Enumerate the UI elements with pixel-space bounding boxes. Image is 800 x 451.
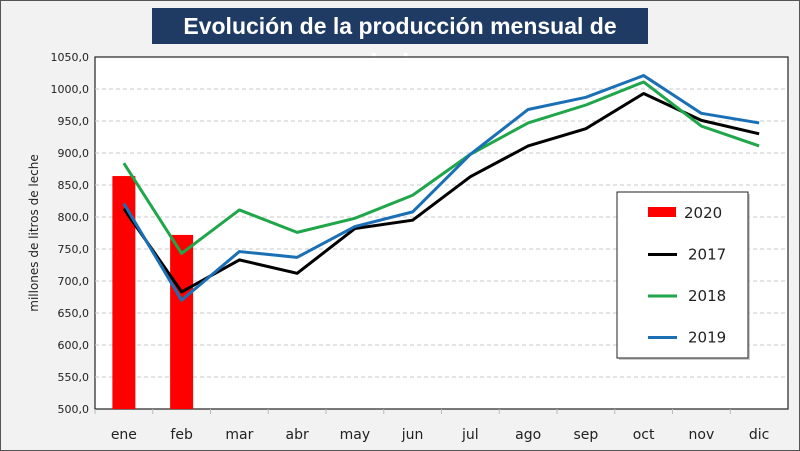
y-tick-label: 1000,0 [51, 83, 90, 96]
bar-2020-ene [112, 176, 136, 409]
line-2018 [122, 80, 760, 255]
x-tick-label: jul [461, 427, 479, 443]
y-tick-label: 750,0 [58, 243, 90, 256]
y-axis-label: millones de litros de leche [27, 154, 41, 311]
bar-2020-feb [170, 234, 194, 409]
x-tick-label: mar [225, 427, 253, 443]
legend-label-2020: 2020 [684, 204, 722, 222]
x-tick-label: sep [573, 427, 598, 443]
line-2019 [122, 74, 760, 302]
line-2017 [122, 91, 760, 294]
x-tick-label: nov [689, 427, 715, 443]
x-tick-label: abr [286, 427, 309, 443]
y-tick-label: 550,0 [58, 371, 90, 384]
x-tick-label: dic [749, 427, 769, 443]
legend-label-2018: 2018 [688, 287, 726, 305]
y-tick-label: 900,0 [58, 147, 90, 160]
legend-swatch-2020 [648, 207, 676, 217]
y-tick-label: 800,0 [58, 211, 90, 224]
y-tick-label: 950,0 [58, 115, 90, 128]
x-tick-label: feb [170, 427, 193, 443]
x-tick-label: may [340, 427, 371, 443]
y-tick-label: 650,0 [58, 307, 90, 320]
y-tick-label: 500,0 [58, 403, 90, 416]
y-tick-label: 700,0 [58, 275, 90, 288]
x-tick-label: oct [633, 427, 655, 443]
x-tick-label: jun [401, 427, 424, 443]
y-tick-label: 850,0 [58, 179, 90, 192]
y-tick-label: 1050,0 [51, 51, 90, 64]
y-tick-label: 600,0 [58, 339, 90, 352]
legend-label-2017: 2017 [688, 246, 726, 264]
legend: 2020 2017 2018 2019 [616, 191, 750, 360]
x-tick-label: ago [515, 427, 541, 443]
legend-label-2019: 2019 [688, 329, 726, 347]
x-tick-label: ene [111, 427, 137, 443]
